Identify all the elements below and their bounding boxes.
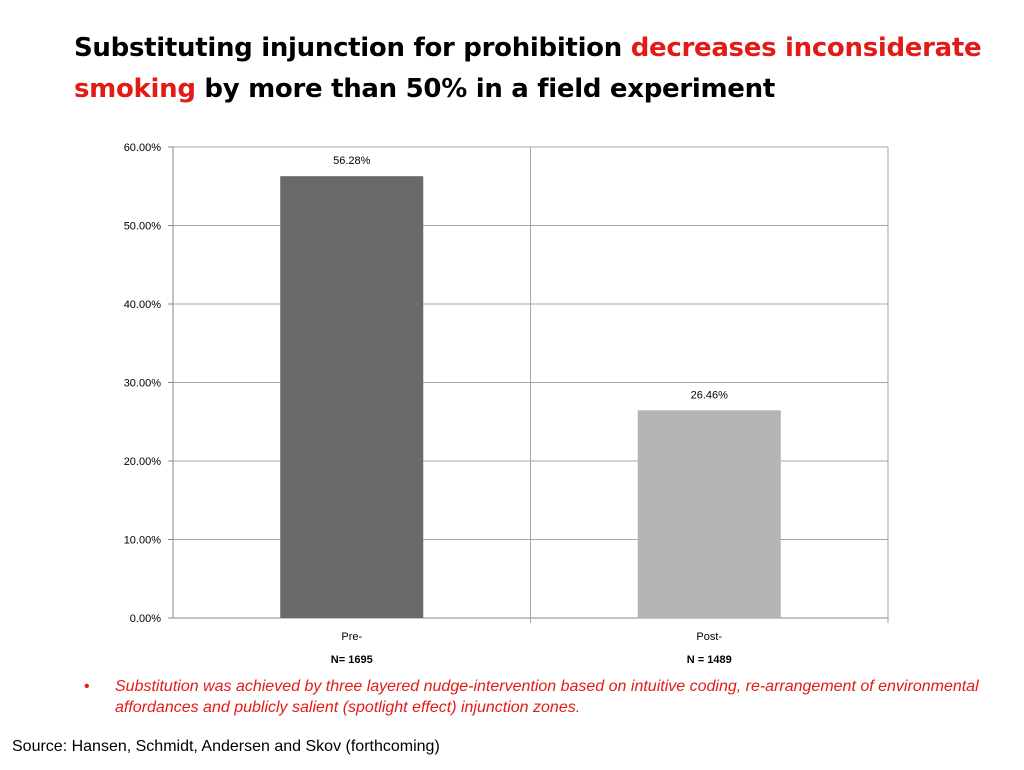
category-sample-size: N = 1489 — [687, 654, 732, 666]
y-tick-label: 0.00% — [130, 613, 161, 625]
title-highlight-2: smoking — [74, 74, 196, 104]
y-tick-label: 60.00% — [124, 142, 162, 154]
data-label: 26.46% — [691, 389, 729, 401]
source-citation: Source: Hansen, Schmidt, Andersen and Sk… — [12, 738, 440, 755]
category-label: Post- — [696, 631, 722, 643]
y-tick-label: 40.00% — [124, 299, 162, 311]
bullet-marker: • — [84, 678, 90, 695]
title-part-2: by more than 50% in a field experiment — [195, 74, 775, 104]
bar-post — [637, 410, 781, 618]
title-part-1: Substituting injunction for prohibition — [74, 33, 631, 63]
category-sample-size: N= 1695 — [331, 654, 373, 666]
bar-pre — [280, 176, 424, 618]
footnote-text: Substitution was achieved by three layer… — [115, 678, 979, 716]
category-label: Pre- — [341, 631, 362, 643]
bar-chart: 0.00% 10.00% 20.00% 30.00% 40.00% 50.00% 60.00… — [124, 142, 889, 666]
y-tick-label: 10.00% — [124, 535, 162, 547]
title-highlight-1: decreases inconsiderate — [630, 33, 982, 63]
data-label: 56.28% — [333, 155, 371, 167]
y-tick-label: 20.00% — [124, 456, 162, 468]
y-tick-label: 30.00% — [124, 378, 162, 390]
footnote-bullet: • Substitution was achieved by three lay… — [84, 676, 1004, 718]
y-tick-label: 50.00% — [124, 221, 162, 233]
slide-title: Substituting injunction for prohibition … — [74, 28, 994, 110]
